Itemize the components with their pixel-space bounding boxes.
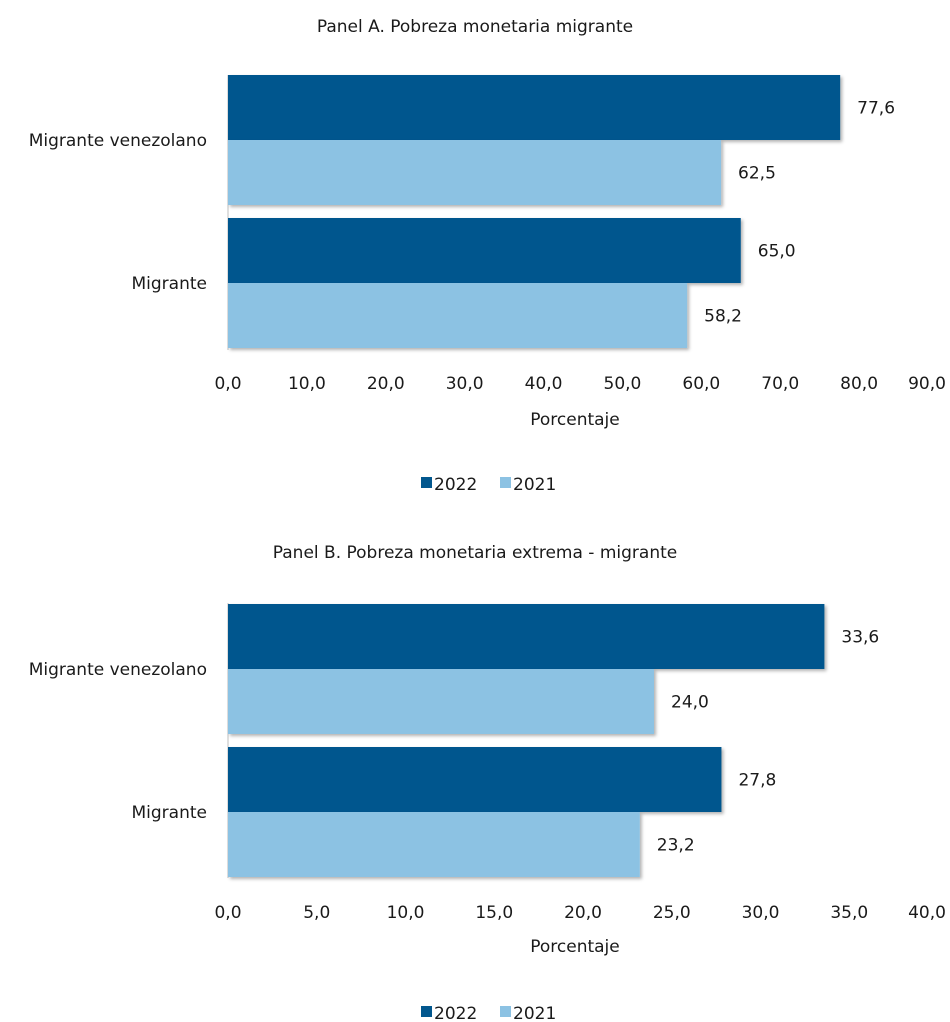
legend-label-2022: 2022 — [434, 475, 477, 495]
x-tick-label: 90,0 — [908, 374, 946, 394]
x-tick-label: 40,0 — [908, 903, 946, 923]
category-label: Migrante venezolano — [29, 131, 207, 151]
legend-label-2022: 2022 — [434, 1004, 477, 1022]
category-label: Migrante — [132, 803, 208, 823]
data-label: 23,2 — [657, 836, 695, 856]
bar-2021-migrante — [228, 283, 688, 348]
legend: 2022 2021 — [421, 1004, 556, 1022]
bar-2021-migrante-venezolano — [228, 140, 722, 205]
x-tick-label: 10,0 — [387, 903, 425, 923]
chart-title: Panel A. Pobreza monetaria migrante — [317, 17, 633, 37]
x-tick-label: 0,0 — [214, 903, 241, 923]
legend-label-2021: 2021 — [513, 1004, 556, 1022]
legend-label-2021: 2021 — [513, 475, 556, 495]
bar-2022-migrante-venezolano — [228, 75, 841, 140]
chart-title: Panel B. Pobreza monetaria extrema - mig… — [273, 543, 677, 563]
bar-2022-migrante-venezolano — [228, 604, 825, 669]
data-label: 27,8 — [738, 771, 776, 791]
x-tick-label: 15,0 — [475, 903, 513, 923]
data-label: 77,6 — [857, 99, 895, 119]
data-label: 65,0 — [758, 242, 796, 262]
legend-swatch-2022 — [421, 477, 432, 488]
chart-panel-b: Panel B. Pobreza monetaria extrema - mig… — [29, 543, 946, 1022]
bar-2021-migrante — [228, 812, 640, 877]
x-tick-label: 0,0 — [214, 374, 241, 394]
x-tick-label: 50,0 — [604, 374, 642, 394]
bar-2022-migrante — [228, 747, 722, 812]
x-tick-label: 20,0 — [367, 374, 405, 394]
category-label: Migrante venezolano — [29, 660, 207, 680]
x-tick-label: 60,0 — [682, 374, 720, 394]
x-tick-label: 20,0 — [564, 903, 602, 923]
x-tick-label: 80,0 — [840, 374, 878, 394]
x-tick-label: 5,0 — [303, 903, 330, 923]
x-tick-label: 35,0 — [830, 903, 868, 923]
legend-swatch-2021 — [500, 1006, 511, 1017]
bar-2021-migrante-venezolano — [228, 669, 654, 734]
x-tick-label: 70,0 — [761, 374, 799, 394]
category-label: Migrante — [132, 274, 208, 294]
x-tick-label: 25,0 — [653, 903, 691, 923]
chart-panel-a: Panel A. Pobreza monetaria migrante 77,6 6… — [29, 17, 946, 495]
x-tick-label: 40,0 — [525, 374, 563, 394]
bar-2022-migrante — [228, 218, 741, 283]
legend-swatch-2022 — [421, 1006, 432, 1017]
data-label: 24,0 — [671, 693, 709, 713]
x-tick-label: 30,0 — [742, 903, 780, 923]
legend: 2022 2021 — [421, 475, 556, 495]
data-label: 62,5 — [738, 164, 776, 184]
legend-swatch-2021 — [500, 477, 511, 488]
x-tick-label: 10,0 — [288, 374, 326, 394]
data-label: 33,6 — [841, 628, 879, 648]
data-label: 58,2 — [704, 307, 742, 327]
x-tick-label: 30,0 — [446, 374, 484, 394]
x-axis-label: Porcentaje — [530, 937, 620, 957]
x-axis-label: Porcentaje — [530, 410, 620, 430]
